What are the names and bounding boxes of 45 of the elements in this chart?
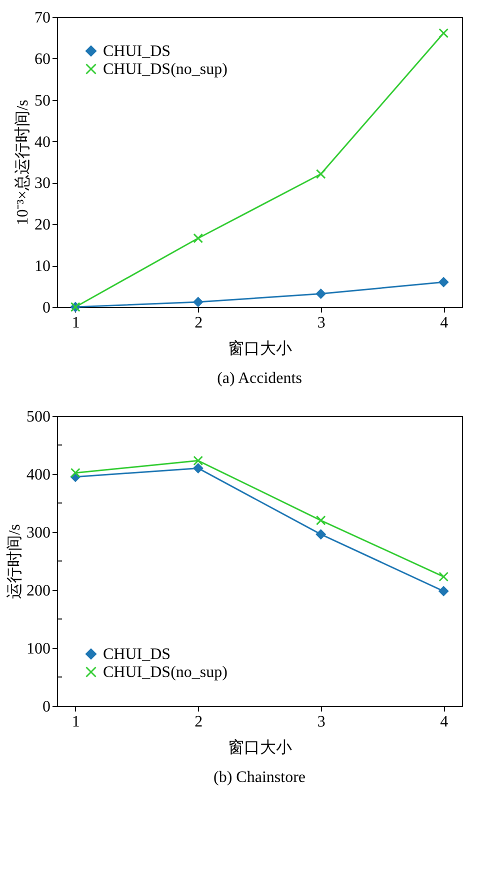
x-tick-label: 2 bbox=[194, 714, 203, 730]
x-axis-title: 窗口大小 bbox=[228, 738, 292, 756]
y-tick-label: 60 bbox=[34, 50, 50, 68]
x-tick-label: 1 bbox=[72, 314, 80, 332]
point bbox=[193, 297, 204, 307]
y-tick-label: 100 bbox=[26, 640, 50, 658]
x-tick-label: 4 bbox=[440, 714, 448, 730]
y-axis-title: 10⁻³×总运行时间/s bbox=[14, 100, 32, 226]
y-tick-label: 20 bbox=[34, 216, 50, 234]
y-tick-label: 200 bbox=[26, 582, 50, 600]
point bbox=[438, 586, 449, 596]
y-tick-label: 70 bbox=[34, 10, 50, 26]
legend-label: CHUI_DS(no_sup) bbox=[103, 664, 228, 681]
y-tick-label: 50 bbox=[34, 92, 50, 110]
point bbox=[316, 515, 326, 526]
x-tick-label: 1 bbox=[72, 714, 80, 730]
y-tick-label: 300 bbox=[26, 524, 50, 542]
point bbox=[316, 169, 326, 179]
point bbox=[438, 277, 449, 288]
point bbox=[438, 572, 449, 582]
legend-label: CHUI_DS bbox=[103, 646, 171, 663]
legend-label: CHUI_DS bbox=[103, 43, 171, 60]
y-tick-label: 400 bbox=[26, 466, 50, 484]
x-axis-title: 窗口大小 bbox=[228, 340, 292, 358]
y-tick-label: 30 bbox=[34, 175, 50, 192]
y-tick-label: 500 bbox=[26, 408, 50, 426]
point bbox=[438, 28, 449, 38]
point bbox=[193, 456, 204, 466]
y-tick-label: 40 bbox=[34, 134, 50, 151]
y-axis-title: 运行时间/s bbox=[6, 524, 24, 599]
x-tick-label: 4 bbox=[440, 314, 448, 332]
x-tick-label: 2 bbox=[194, 314, 203, 332]
x-tick-label: 3 bbox=[317, 714, 326, 730]
text: (b) Chainstore bbox=[214, 769, 306, 786]
x-tick-label: 3 bbox=[317, 314, 326, 332]
text: (a) Accidents bbox=[217, 370, 302, 387]
point bbox=[316, 288, 326, 299]
point bbox=[316, 529, 326, 540]
legend-label: CHUI_DS(no_sup) bbox=[103, 61, 228, 78]
point bbox=[193, 233, 204, 244]
y-tick-label: 0 bbox=[42, 698, 50, 716]
y-tick-label: 0 bbox=[42, 300, 50, 316]
y-tick-label: 10 bbox=[34, 258, 50, 276]
point bbox=[70, 468, 80, 478]
point bbox=[193, 463, 204, 474]
